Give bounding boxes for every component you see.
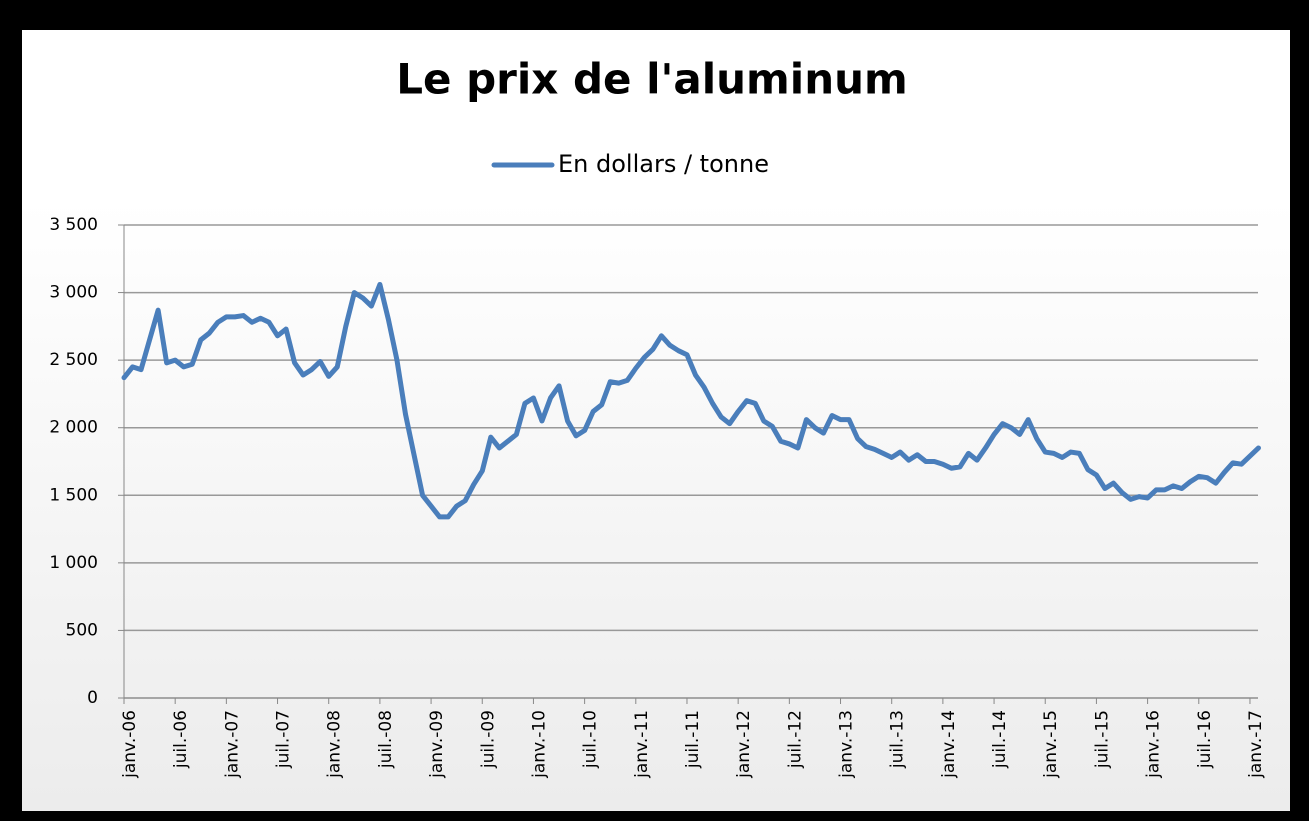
x-tick-label: janv.-07 bbox=[222, 710, 242, 779]
x-tick-label: juil.-12 bbox=[785, 710, 805, 769]
y-tick-label: 3 500 bbox=[49, 215, 98, 235]
y-tick-label: 2 500 bbox=[49, 350, 98, 370]
x-tick-label: janv.-06 bbox=[120, 710, 140, 779]
x-tick-label: janv.-14 bbox=[939, 710, 959, 779]
x-tick-label: juil.-16 bbox=[1195, 710, 1215, 769]
line-series bbox=[121, 281, 1261, 520]
x-tick-label: janv.-08 bbox=[325, 710, 345, 779]
chart: Le prix de l'aluminum 0 500 1 000 1 500 2 00… bbox=[22, 55, 1290, 811]
y-tick-label: 0 bbox=[87, 688, 98, 708]
y-tick-label: 3 000 bbox=[49, 283, 98, 303]
x-tick-label: juil.-11 bbox=[683, 710, 703, 769]
x-tick-label: janv.-12 bbox=[734, 710, 754, 779]
x-tick-label: juil.-14 bbox=[990, 710, 1010, 769]
x-tick-label: juil.-08 bbox=[376, 710, 396, 769]
x-tick-label: janv.-09 bbox=[427, 710, 447, 779]
x-tick-label: juil.-15 bbox=[1092, 710, 1112, 769]
x-tick-label: juil.-07 bbox=[274, 710, 294, 769]
plot-background bbox=[22, 200, 1290, 811]
x-tick-label: janv.-15 bbox=[1041, 710, 1061, 779]
chart-card: Le prix de l'aluminum 0 500 1 000 1 500 2 00… bbox=[22, 30, 1290, 811]
x-tick-label: janv.-11 bbox=[632, 710, 652, 779]
y-tick-label: 2 000 bbox=[49, 418, 98, 438]
y-tick-label: 500 bbox=[66, 620, 98, 640]
x-tick-label: juil.-09 bbox=[478, 710, 498, 769]
x-tick-label: juil.-10 bbox=[581, 710, 601, 769]
legend-label: En dollars / tonne bbox=[558, 150, 769, 178]
chart-title: Le prix de l'aluminum bbox=[396, 55, 908, 104]
x-tick-label: juil.-13 bbox=[888, 710, 908, 769]
x-tick-label: janv.-13 bbox=[837, 710, 857, 779]
x-tick-label: juil.-06 bbox=[171, 710, 191, 769]
x-tick-label: janv.-10 bbox=[529, 710, 549, 779]
x-tick-label: janv.-16 bbox=[1144, 710, 1164, 779]
y-tick-label: 1 000 bbox=[49, 553, 98, 573]
y-tick-label: 1 500 bbox=[49, 485, 98, 505]
x-tick-label: janv.-17 bbox=[1246, 710, 1266, 779]
